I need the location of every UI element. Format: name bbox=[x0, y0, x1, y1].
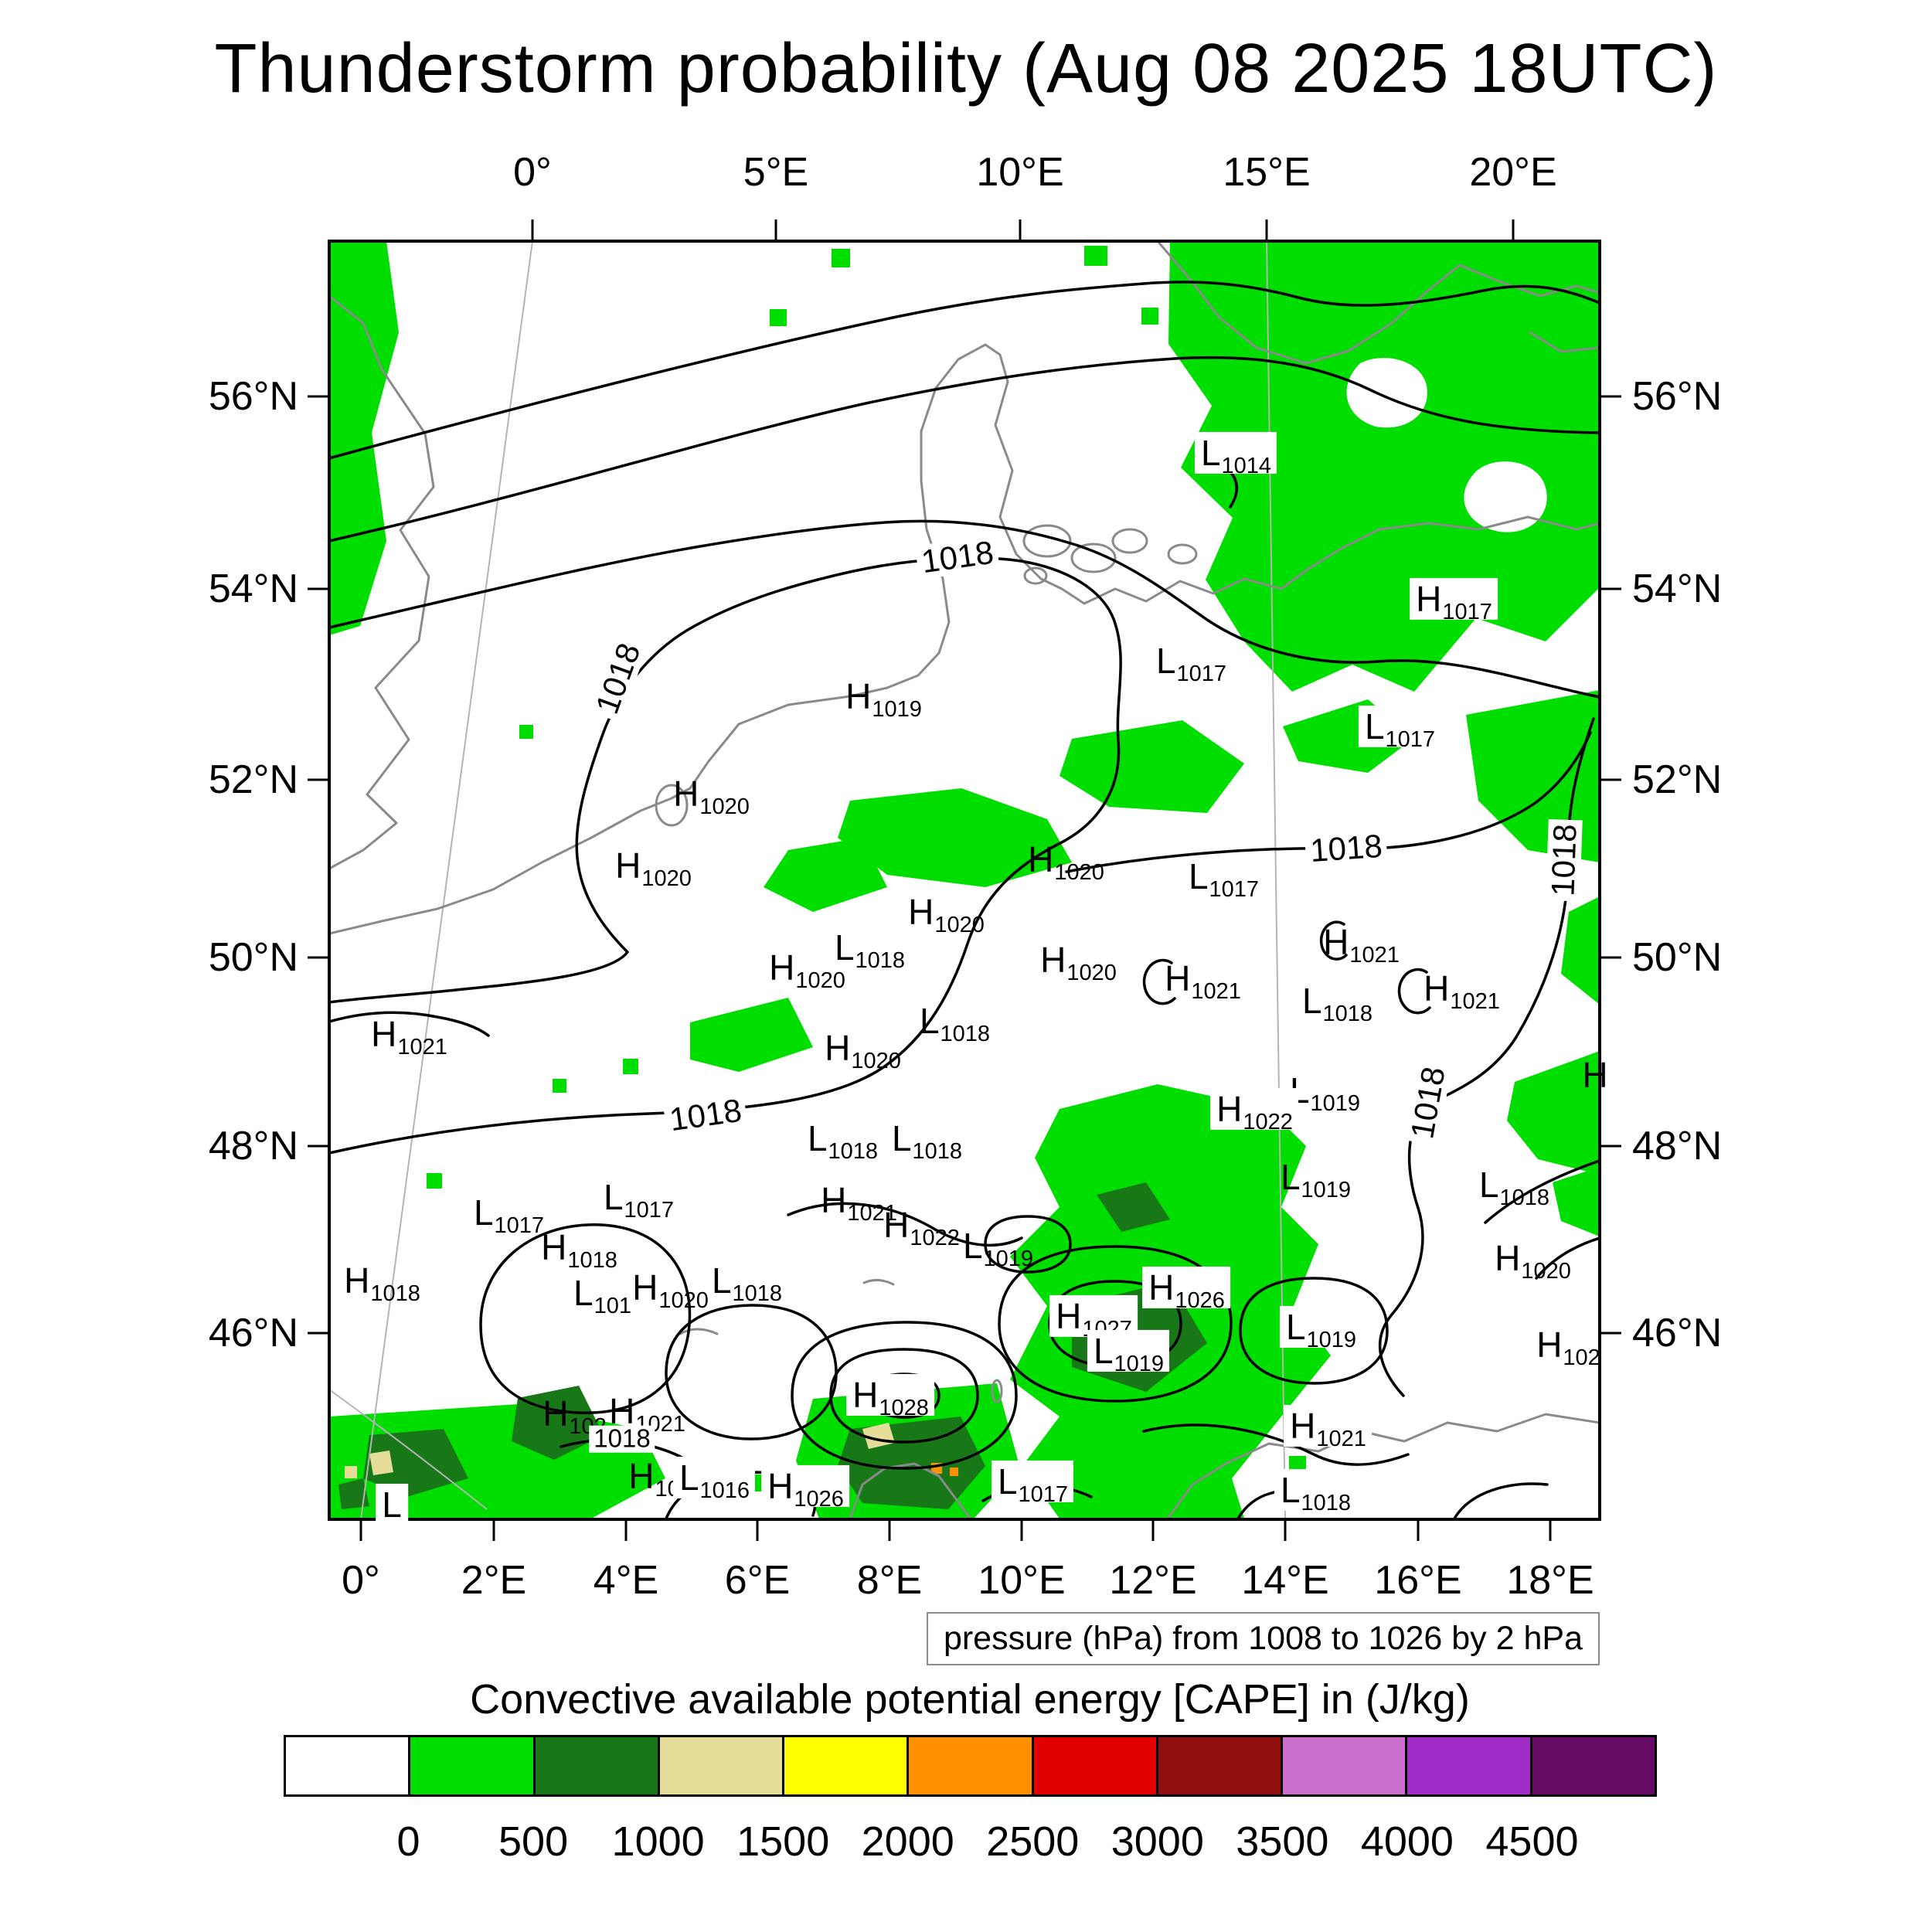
colorbar-title: Convective available potential energy [C… bbox=[470, 1676, 1470, 1723]
colorbar-labels: 0 500 1000 1500 2000 2500 3000 3500 4000 4500 bbox=[0, 1818, 1932, 1872]
colorbar-cell bbox=[657, 1737, 783, 1794]
colorbar-cell bbox=[1031, 1737, 1156, 1794]
colorbar-cell bbox=[782, 1737, 907, 1794]
colorbar-cell bbox=[408, 1737, 533, 1794]
colorbar-tick-label: 2500 bbox=[986, 1818, 1080, 1865]
colorbar-tick-label: 3000 bbox=[1111, 1818, 1204, 1865]
colorbar-tick-label: 0 bbox=[396, 1818, 420, 1865]
colorbar-cell bbox=[1281, 1737, 1406, 1794]
colorbar-cell bbox=[1405, 1737, 1530, 1794]
colorbar-cell bbox=[286, 1737, 409, 1794]
colorbar-tick-label: 4000 bbox=[1360, 1818, 1454, 1865]
colorbar-tick-label: 2000 bbox=[861, 1818, 954, 1865]
colorbar-cell bbox=[1529, 1737, 1655, 1794]
colorbar-tick-label: 1500 bbox=[736, 1818, 830, 1865]
isobar-layer bbox=[329, 281, 1600, 1519]
colorbar-cell bbox=[532, 1737, 658, 1794]
colorbar-cell bbox=[906, 1737, 1032, 1794]
map-frame bbox=[328, 240, 1601, 1521]
page-title: Thunderstorm probability (Aug 08 2025 18… bbox=[214, 30, 1718, 107]
cape-fill-green bbox=[329, 241, 1600, 1519]
colorbar-tick-label: 500 bbox=[498, 1818, 569, 1865]
colorbar bbox=[284, 1735, 1657, 1797]
pressure-note: pressure (hPa) from 1008 to 1026 by 2 hP… bbox=[926, 1612, 1600, 1665]
colorbar-tick-label: 4500 bbox=[1485, 1818, 1579, 1865]
colorbar-tick-label: 3500 bbox=[1236, 1818, 1329, 1865]
colorbar-cell bbox=[1155, 1737, 1281, 1794]
colorbar-tick-label: 1000 bbox=[611, 1818, 705, 1865]
ticks-layer bbox=[308, 219, 1621, 1541]
